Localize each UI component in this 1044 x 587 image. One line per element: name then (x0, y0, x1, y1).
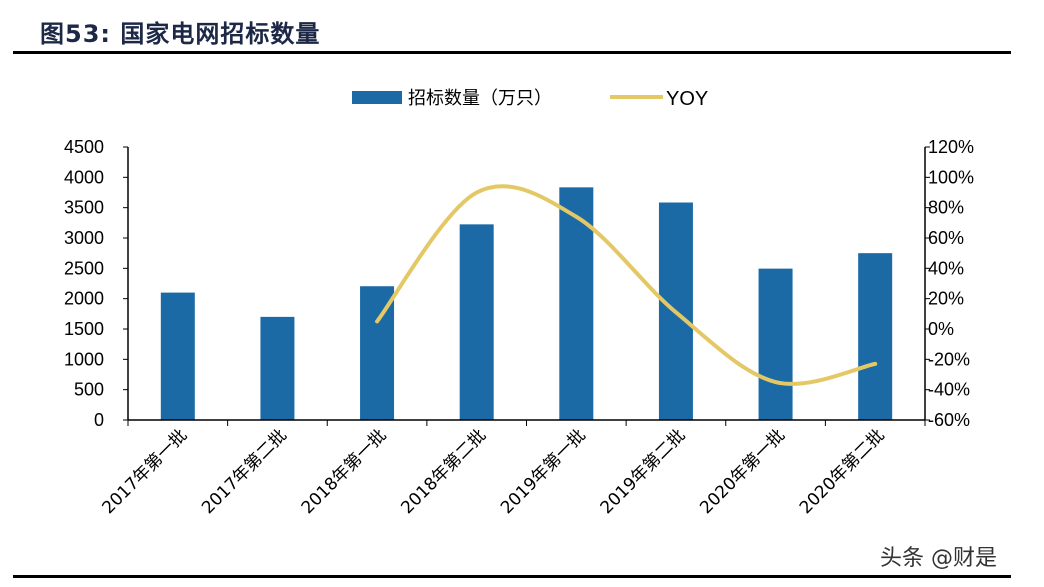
x-tick-label: 2017年第一批 (99, 425, 192, 518)
right-tick-label: 120% (928, 137, 974, 157)
legend-label-line: YOY (666, 88, 708, 110)
watermark: 头条 @财是 (880, 546, 997, 571)
right-tick-label: 0% (928, 319, 954, 339)
bar (559, 187, 594, 420)
left-tick-label: 3000 (64, 228, 104, 248)
right-tick-label: 80% (928, 198, 964, 218)
left-tick-label: 1500 (64, 319, 104, 339)
left-tick-label: 4500 (64, 137, 104, 157)
yoy-line (375, 184, 878, 386)
left-tick-label: 4000 (64, 167, 104, 187)
legend-swatch-bar (352, 91, 402, 104)
x-tick-label: 2020年第一批 (696, 425, 789, 518)
legend-label-bar: 招标数量（万只） (408, 88, 552, 109)
right-tick-label: 40% (928, 258, 964, 278)
figure-title: 图53: 国家电网招标数量 (40, 20, 321, 48)
x-tick-label: 2018年第一批 (298, 425, 391, 518)
left-tick-label: 500 (74, 380, 104, 400)
bar (459, 224, 494, 420)
bar (758, 268, 793, 420)
right-tick-label: 60% (928, 228, 964, 248)
x-tick-label: 2017年第二批 (198, 425, 291, 518)
right-tick-label: 20% (928, 289, 964, 309)
bar (160, 292, 195, 420)
left-tick-label: 3500 (64, 198, 104, 218)
x-tick-label: 2018年第二批 (397, 425, 490, 518)
bottom-rule (13, 575, 1011, 578)
bar (360, 286, 395, 420)
right-tick-label: 100% (928, 167, 974, 187)
x-tick-label: 2019年第一批 (497, 425, 590, 518)
top-rule (13, 51, 1011, 54)
right-tick-label: -40% (928, 380, 970, 400)
left-tick-label: 0 (94, 410, 104, 430)
bar (260, 316, 295, 420)
left-tick-label: 2500 (64, 258, 104, 278)
right-tick-label: -60% (928, 410, 970, 430)
bar (858, 253, 893, 420)
left-tick-label: 1000 (64, 349, 104, 369)
x-tick-label: 2019年第二批 (597, 425, 690, 518)
x-tick-label: 2020年第二批 (796, 425, 889, 518)
right-tick-label: -20% (928, 349, 970, 369)
left-tick-label: 2000 (64, 289, 104, 309)
